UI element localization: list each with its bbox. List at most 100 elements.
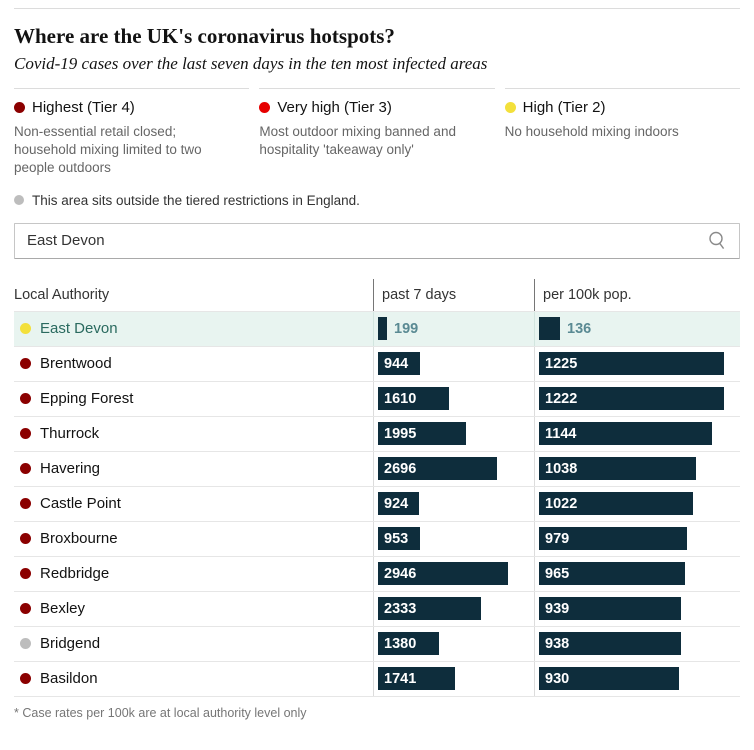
table-row: Bridgend 1380 938 xyxy=(14,625,740,661)
per-100k-bar xyxy=(539,317,560,341)
past-7-days-value: 1995 xyxy=(384,425,417,442)
legend-item-tier4: Highest (Tier 4) Non-essential retail cl… xyxy=(14,88,250,176)
table-row: Bexley 2333 939 xyxy=(14,590,740,626)
tier2-dot-icon xyxy=(504,102,516,114)
authority-name: Epping Forest xyxy=(40,390,134,408)
past-7-days-value: 1380 xyxy=(384,635,417,652)
legend-description: Non-essential retail closed; household m… xyxy=(14,124,202,175)
authority-name: Thurrock xyxy=(40,425,100,443)
per-100k-value: 939 xyxy=(545,600,570,617)
per-100k-value: 930 xyxy=(545,670,570,687)
per-100k-bar: 1225 xyxy=(539,352,724,376)
past-7-days-bar: 1610 xyxy=(378,387,449,411)
past-7-days-value: 2696 xyxy=(384,460,417,477)
per-100k-value: 1222 xyxy=(545,390,578,407)
tier3-dot-icon xyxy=(259,102,271,114)
past-7-days-value: 944 xyxy=(384,355,409,372)
per-100k-bar: 1022 xyxy=(539,492,693,516)
past-7-days-value: 1610 xyxy=(384,390,417,407)
past-7-days-cell: 953 xyxy=(373,521,534,556)
top-divider xyxy=(14,8,740,9)
authority-cell: Broxbourne xyxy=(14,522,373,556)
per-100k-cell: 938 xyxy=(534,626,740,661)
table-row: Basildon 1741 930 xyxy=(14,660,740,696)
per-100k-bar: 1038 xyxy=(539,457,696,481)
tier-dot-icon xyxy=(20,498,31,510)
past-7-days-value: 953 xyxy=(384,530,409,547)
search-input[interactable] xyxy=(15,223,707,258)
footnote: * Case rates per 100k are at local autho… xyxy=(14,705,307,720)
past-7-days-value: 2333 xyxy=(384,600,417,617)
tier-dot-icon xyxy=(20,673,31,685)
page-subtitle: Covid-19 cases over the last seven days … xyxy=(14,54,488,74)
table-row: Thurrock 1995 1144 xyxy=(14,415,740,451)
per-100k-bar: 1222 xyxy=(539,387,724,411)
legend-label: Highest (Tier 4) xyxy=(32,99,135,117)
coronavirus-hotspots-widget: Where are the UK's coronavirus hotspots?… xyxy=(0,8,754,720)
tier-dot-icon xyxy=(20,463,31,475)
authority-name: Brentwood xyxy=(40,355,112,373)
authority-cell: Bridgend xyxy=(14,627,373,661)
past-7-days-bar: 1741 xyxy=(378,667,455,691)
past-7-days-value: 2946 xyxy=(384,565,417,582)
past-7-days-cell: 1610 xyxy=(373,381,534,416)
per-100k-cell: 930 xyxy=(534,661,740,696)
past-7-days-bar xyxy=(378,317,387,341)
per-100k-cell: 1225 xyxy=(534,346,740,381)
per-100k-value: 1144 xyxy=(545,425,577,442)
per-100k-bar: 965 xyxy=(539,562,685,586)
authority-cell: Epping Forest xyxy=(14,382,373,416)
past-7-days-value: 924 xyxy=(384,495,409,512)
legend-description: No household mixing indoors xyxy=(504,124,679,140)
legend-label: Very high (Tier 3) xyxy=(277,99,392,117)
past-7-days-cell: 924 xyxy=(373,486,534,521)
past-7-days-cell: 2333 xyxy=(373,591,534,626)
authority-cell: Castle Point xyxy=(14,487,373,521)
per-100k-bar: 979 xyxy=(539,527,687,551)
per-100k-value: 1022 xyxy=(545,495,578,512)
past-7-days-value-outside: 199 xyxy=(394,320,419,337)
per-100k-value: 1225 xyxy=(545,355,578,372)
past-7-days-cell: 199 xyxy=(373,311,534,346)
authority-name: Basildon xyxy=(40,670,98,688)
authority-name: Havering xyxy=(40,460,101,478)
column-header-per-100k: per 100k pop. xyxy=(534,278,740,311)
table-row: Redbridge 2946 965 xyxy=(14,555,740,591)
per-100k-bar: 938 xyxy=(539,632,681,656)
authority-cell: Redbridge xyxy=(14,557,373,591)
per-100k-cell: 136 xyxy=(534,311,740,346)
table-row: Havering 2696 1038 xyxy=(14,450,740,486)
outside-tiers-dot-icon xyxy=(14,195,24,206)
tier-dot-icon xyxy=(20,358,31,370)
authority-cell: Brentwood xyxy=(14,347,373,381)
tier-dot-icon xyxy=(20,428,31,440)
tier-dot-icon xyxy=(20,323,31,335)
table-row: Epping Forest 1610 1222 xyxy=(14,380,740,416)
legend-item-tier3: Very high (Tier 3) Most outdoor mixing b… xyxy=(259,88,495,176)
table-row: Broxbourne 953 979 xyxy=(14,520,740,556)
authority-cell: East Devon xyxy=(14,312,373,346)
per-100k-bar: 1144 xyxy=(539,422,712,446)
tier-dot-icon xyxy=(20,393,31,405)
per-100k-value: 965 xyxy=(545,565,570,582)
past-7-days-cell: 944 xyxy=(373,346,534,381)
per-100k-cell: 1144 xyxy=(534,416,740,451)
per-100k-cell: 1038 xyxy=(534,451,740,486)
column-header-past-7-days: past 7 days xyxy=(373,278,534,311)
past-7-days-bar: 944 xyxy=(378,352,420,376)
past-7-days-bar: 2696 xyxy=(378,457,497,481)
past-7-days-bar: 1995 xyxy=(378,422,466,446)
outside-tiers-note: This area sits outside the tiered restri… xyxy=(14,193,740,208)
per-100k-cell: 939 xyxy=(534,591,740,626)
tier-dot-icon xyxy=(20,533,31,545)
past-7-days-bar: 953 xyxy=(378,527,420,551)
authority-name: Castle Point xyxy=(40,495,121,513)
search-icon[interactable] xyxy=(707,230,727,252)
past-7-days-value: 1741 xyxy=(384,670,417,687)
past-7-days-bar: 2946 xyxy=(378,562,508,586)
per-100k-value: 979 xyxy=(545,530,570,547)
authority-name: East Devon xyxy=(40,320,118,338)
tier-dot-icon xyxy=(20,603,31,615)
search-box xyxy=(14,222,740,259)
per-100k-cell: 1022 xyxy=(534,486,740,521)
